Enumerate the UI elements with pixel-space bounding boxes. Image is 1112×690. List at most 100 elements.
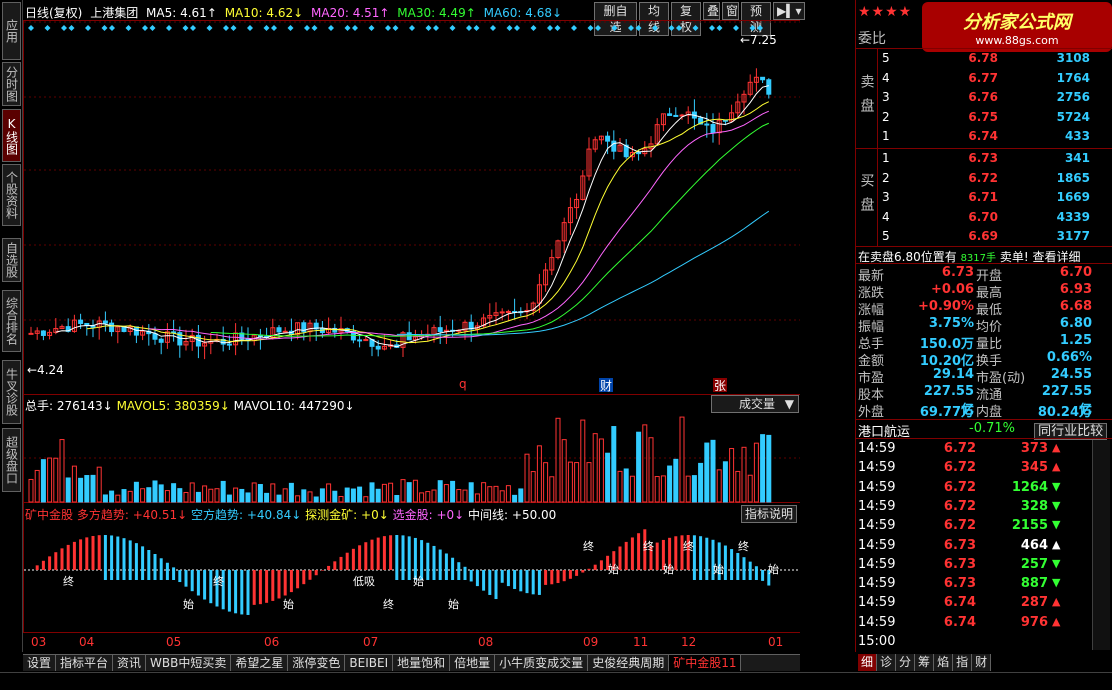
signal-diamond-icon xyxy=(676,25,682,31)
indicator-tab-3[interactable]: WBB中短买卖 xyxy=(146,655,232,671)
right-tab-1[interactable]: 诊 xyxy=(877,654,897,671)
level-price: 6.74 xyxy=(968,129,998,144)
volume-bar xyxy=(747,474,753,503)
right-tab-6[interactable]: 财 xyxy=(972,654,992,671)
header-button-2[interactable]: 复权 xyxy=(671,2,701,36)
order-book-row[interactable]: 3 6.71 1669 xyxy=(878,189,1112,208)
header-button-0[interactable]: 删自选 xyxy=(594,2,637,36)
divider xyxy=(856,148,1112,149)
indicator-tab-2[interactable]: 资讯 xyxy=(113,655,147,671)
month-label: 07 xyxy=(363,635,378,649)
signal-diamond-icon xyxy=(68,25,75,31)
left-tab-6[interactable]: 牛叉诊股 xyxy=(2,360,21,424)
volume-bar xyxy=(78,477,84,503)
compare-button[interactable]: 同行业比较 xyxy=(1034,423,1108,440)
volume-bar xyxy=(357,486,363,503)
volume-bar xyxy=(115,494,121,503)
stat-row: 最新 6.73 开盘 6.70 xyxy=(856,265,1112,284)
indicator-signal-label: 始 xyxy=(283,597,294,611)
header-button-4[interactable]: 窗 xyxy=(722,2,739,20)
nav-arrow-icon[interactable]: ▶▍▾ xyxy=(773,2,805,20)
volume-bar xyxy=(425,491,431,503)
event-cai-icon[interactable] xyxy=(599,378,613,392)
left-tab-4[interactable]: 自选股 xyxy=(2,238,21,282)
right-tab-0[interactable]: 细 xyxy=(858,654,878,671)
candle-body xyxy=(605,135,611,142)
tick-scrollbar[interactable] xyxy=(1092,440,1110,650)
arrow-up-icon: ▲ xyxy=(1052,537,1061,551)
stat-row: 振幅 3.75% 均价 6.80 xyxy=(856,316,1112,335)
left-tab-5[interactable]: 综合排名 xyxy=(2,290,21,352)
volume-bar xyxy=(574,462,580,503)
candle-body xyxy=(102,320,108,324)
sector-row: 港口航运 -0.71% 同行业比较 xyxy=(858,421,1112,441)
indicator-tab-6[interactable]: BEIBEI xyxy=(345,655,394,671)
month-label: 05 xyxy=(166,635,181,649)
indicator-tab-10[interactable]: 史俊经典周期 xyxy=(588,655,670,671)
candle-body xyxy=(592,139,598,150)
indicator-signal-label: 始 xyxy=(768,562,779,576)
volume-bar xyxy=(307,491,313,503)
chart-canvas[interactable]: 7.426.756.085.404.72←7.25←4.24q财张4031620… xyxy=(23,0,800,652)
volume-bar xyxy=(344,487,350,503)
volume-bar xyxy=(233,487,239,503)
volume-bar xyxy=(406,482,412,503)
order-book-row[interactable]: 5 6.78 3108 xyxy=(878,50,1112,69)
order-book-row[interactable]: 3 6.76 2756 xyxy=(878,89,1112,108)
month-label: 03 xyxy=(31,635,46,649)
order-book-row[interactable]: 1 6.73 341 xyxy=(878,150,1112,169)
indicator-tab-5[interactable]: 涨停变色 xyxy=(288,655,346,671)
indicator-tab-11[interactable]: 矿中金股11 xyxy=(669,655,742,671)
right-tab-4[interactable]: 焰 xyxy=(934,654,954,671)
volume-bar xyxy=(549,476,555,503)
order-book-row[interactable]: 2 6.75 5724 xyxy=(878,109,1112,128)
indicator-tab-4[interactable]: 希望之星 xyxy=(231,655,289,671)
sector-name[interactable]: 港口航运 xyxy=(858,425,911,440)
left-tab-2[interactable]: K线图 xyxy=(2,109,21,162)
right-tab-2[interactable]: 分 xyxy=(896,654,916,671)
candle-body xyxy=(549,257,555,271)
right-tab-3[interactable]: 筹 xyxy=(915,654,935,671)
order-notice-link[interactable]: 卖单! 查看详细 xyxy=(999,250,1081,264)
left-tab-bar: 应用分时图 K线图个股资料自选股综合排名牛叉诊股超级盘口 xyxy=(0,0,23,652)
left-tab-1[interactable]: 分时图 xyxy=(2,62,21,106)
indicator-tab-0[interactable]: 设置 xyxy=(23,655,57,671)
indicator-tab-1[interactable]: 指标平台 xyxy=(56,655,114,671)
left-tab-0[interactable]: 应用 xyxy=(2,2,21,60)
volume-bar xyxy=(363,496,369,503)
volume-bar xyxy=(375,488,381,503)
tick-time: 14:59 xyxy=(858,479,896,495)
candle-body xyxy=(282,330,288,333)
header-button-1[interactable]: 均线 xyxy=(639,2,669,36)
volume-bar xyxy=(171,483,177,503)
stat-label: 涨跌 xyxy=(858,286,885,301)
left-tab-3[interactable]: 个股资料 xyxy=(2,164,21,226)
indicator-signal-label: 终 xyxy=(643,539,654,553)
signal-diamond-icon xyxy=(304,25,310,31)
period-label[interactable]: 日线(复权) xyxy=(25,6,83,20)
volume-bar xyxy=(412,479,418,503)
candle-body xyxy=(561,222,567,242)
order-book-row[interactable]: 5 6.69 3177 xyxy=(878,228,1112,247)
right-tab-5[interactable]: 指 xyxy=(953,654,973,671)
event-zhang-icon[interactable] xyxy=(713,378,727,392)
kline-chart-area[interactable]: 日线(复权) 上港集团 MA5: 4.61↑ MA10: 4.62↓ MA20:… xyxy=(23,0,805,652)
indicator-help-button[interactable]: 指标说明 xyxy=(741,505,798,523)
order-notice[interactable]: 在卖盘6.80位置有 8317手 卖单! 查看详细 xyxy=(858,248,1080,265)
indicator-tab-9[interactable]: 小牛质变成交量 xyxy=(495,655,589,671)
level-volume: 2756 xyxy=(1056,90,1090,105)
header-button-3[interactable]: 叠 xyxy=(703,2,720,20)
order-book-row[interactable]: 2 6.72 1865 xyxy=(878,170,1112,189)
order-book-row[interactable]: 1 6.74 433 xyxy=(878,128,1112,147)
order-book-row[interactable]: 4 6.77 1764 xyxy=(878,70,1112,89)
indicator-tab-8[interactable]: 倍地量 xyxy=(450,655,496,671)
candle-body xyxy=(326,327,332,334)
volume-bar xyxy=(288,482,294,503)
header-button-5[interactable]: 预测 xyxy=(741,2,771,36)
volume-bar xyxy=(90,474,96,503)
indicator-tab-7[interactable]: 地量饱和 xyxy=(393,655,451,671)
order-book-row[interactable]: 4 6.70 4339 xyxy=(878,209,1112,228)
left-tab-7[interactable]: 超级盘口 xyxy=(2,428,21,492)
volume-dropdown[interactable]: 成交量 ▼ xyxy=(711,395,799,413)
candle-body xyxy=(487,314,493,319)
